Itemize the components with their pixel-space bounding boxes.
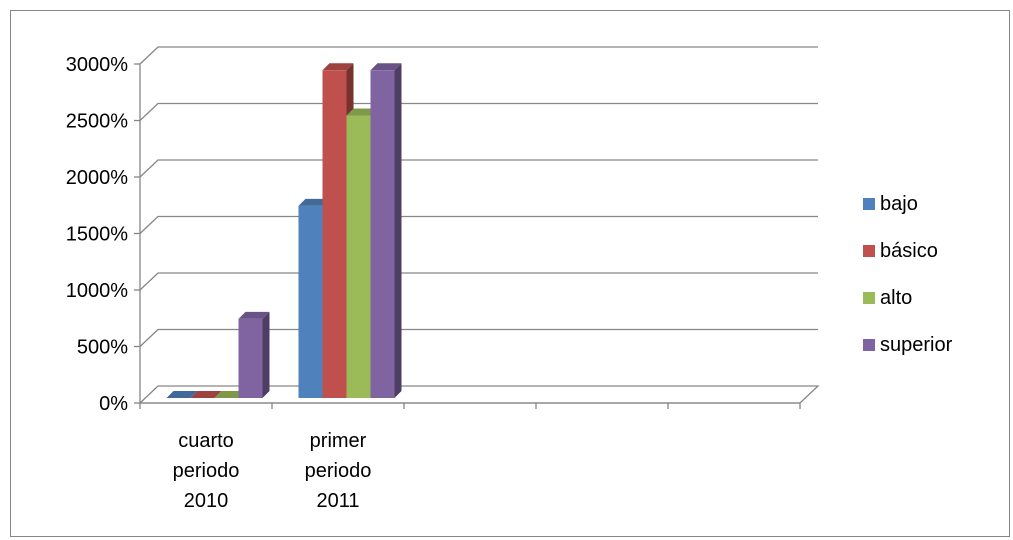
bar-side xyxy=(394,63,402,399)
y-tick-label: 1000% xyxy=(66,280,128,302)
y-tick-label: 2500% xyxy=(66,111,128,133)
bar xyxy=(370,70,395,399)
legend-swatch xyxy=(863,198,875,210)
bar xyxy=(238,318,263,398)
gridline xyxy=(139,102,818,121)
y-tick-label: 2000% xyxy=(66,167,128,189)
bar-top xyxy=(322,63,354,71)
legend-label: bajo xyxy=(880,193,918,215)
bar-top xyxy=(238,311,270,319)
y-axis-ticks: 0% 500% 1000% 1500% 2000% 2500% 3000% xyxy=(66,54,128,415)
legend-label: básico xyxy=(880,240,938,262)
x-category-label: periodo xyxy=(173,460,240,482)
gridlines xyxy=(139,46,818,347)
bars xyxy=(166,63,402,399)
chart-frame xyxy=(10,10,1010,537)
bar-top xyxy=(298,198,330,206)
x-category-label: cuarto xyxy=(178,430,234,452)
legend-swatch xyxy=(863,292,875,304)
x-category-label: 2010 xyxy=(184,490,229,512)
bar-top xyxy=(214,391,246,398)
y-tick-label: 0% xyxy=(99,393,128,415)
gridline xyxy=(139,46,818,65)
y-tick-label: 3000% xyxy=(66,54,128,76)
axes xyxy=(134,63,801,409)
bar-side xyxy=(262,311,270,398)
legend-label: alto xyxy=(880,287,912,309)
y-tick-label: 500% xyxy=(77,337,128,359)
legend-label: superior xyxy=(880,334,953,356)
x-category-label: 2011 xyxy=(316,490,359,512)
bar xyxy=(298,205,323,398)
gridline xyxy=(139,328,818,347)
x-category-label: primer xyxy=(310,430,367,452)
bar xyxy=(322,70,347,399)
bar-top xyxy=(370,63,402,71)
gridline xyxy=(139,272,818,291)
x-category-label: periodo xyxy=(305,460,372,482)
y-tick-label: 1500% xyxy=(66,224,128,246)
bar-top xyxy=(346,108,378,116)
gridline xyxy=(139,159,818,178)
legend-swatch xyxy=(863,339,875,351)
bar xyxy=(346,115,371,398)
legend: bajo básico alto superior xyxy=(863,193,953,356)
bar-top xyxy=(190,391,222,398)
legend-swatch xyxy=(863,245,875,257)
gridline xyxy=(139,215,818,234)
bar-top xyxy=(166,391,198,398)
x-axis-labels: cuarto periodo 2010 primer periodo 2011 xyxy=(173,430,372,512)
